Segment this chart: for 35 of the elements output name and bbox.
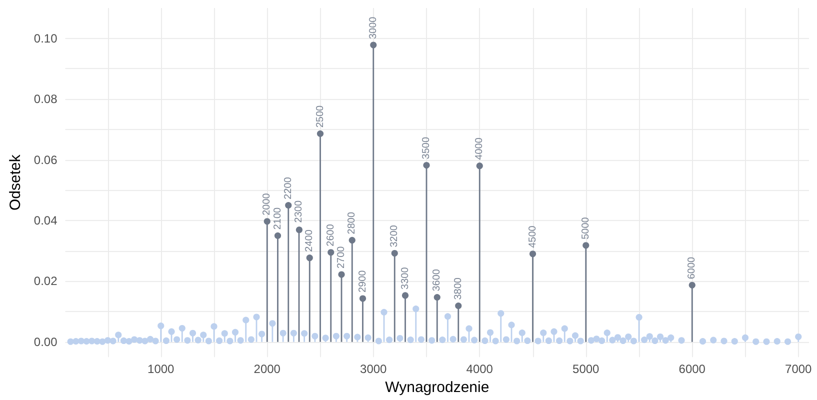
annotation: 2200 — [282, 176, 294, 200]
annotation: 5000 — [580, 216, 592, 240]
annotation: 4000 — [474, 137, 486, 160]
annotation: 2800 — [346, 212, 358, 234]
y-tick-label: 0.06 — [34, 152, 58, 167]
annotation: 2900 — [357, 270, 368, 293]
annotation: 2300 — [294, 200, 305, 223]
y-tick-label: 0.02 — [34, 274, 58, 288]
annotation: 3800 — [452, 277, 464, 300]
x-tick-label: 4000 — [466, 362, 494, 376]
x-tick-label: 1000 — [148, 362, 175, 376]
annotation: 2700 — [336, 246, 348, 269]
annotation: 2500 — [314, 104, 326, 128]
x-tick-label: 5000 — [572, 362, 600, 376]
y-axis-title: Odsetek — [7, 154, 24, 210]
annotation: 3300 — [400, 266, 411, 290]
x-tick-label: 3000 — [360, 362, 388, 376]
y-tick-label: 0.00 — [34, 334, 58, 349]
y-tick-label: 0.04 — [34, 213, 58, 228]
x-tick-label: 6000 — [678, 362, 706, 376]
x-tick-label: 7000 — [785, 362, 812, 376]
x-tick-label: 2000 — [254, 362, 281, 376]
annotation: 2100 — [272, 206, 284, 230]
y-tick-label: 0.08 — [34, 92, 58, 106]
annotation: 2400 — [304, 229, 316, 252]
annotation: 3600 — [432, 268, 443, 292]
annotation: 2600 — [325, 224, 336, 246]
annotation: 4500 — [527, 225, 538, 248]
annotation: 6000 — [686, 256, 698, 280]
y-tick-label: 0.10 — [34, 31, 58, 46]
annotation: 3000 — [368, 16, 379, 40]
annotation: 2000 — [262, 192, 273, 216]
annotation: 3200 — [389, 224, 400, 248]
x-axis-title: Wynagrodzenie — [385, 379, 490, 396]
annotation: 3500 — [421, 136, 432, 160]
